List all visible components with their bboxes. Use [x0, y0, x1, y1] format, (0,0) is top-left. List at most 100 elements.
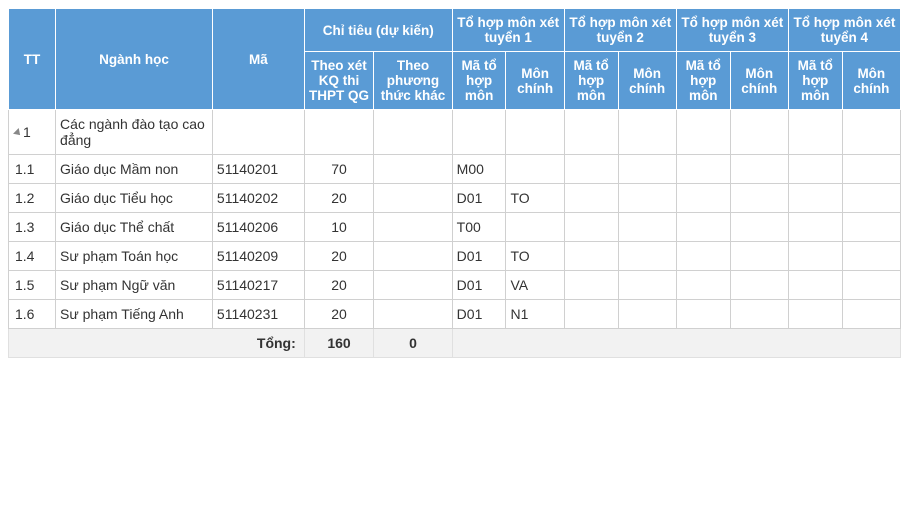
footer-label: Tổng: — [9, 329, 305, 358]
cell-th3-mc — [730, 155, 788, 184]
cell-nganh: Sư phạm Tiếng Anh — [56, 300, 213, 329]
tt-text: 1.4 — [15, 248, 34, 264]
col-th3-ma[interactable]: Mã tổ hợp môn — [676, 52, 730, 110]
cell-ct-pt — [374, 184, 452, 213]
cell-th3-mc — [730, 213, 788, 242]
col-chitieu-group[interactable]: Chỉ tiêu (dự kiến) — [304, 9, 452, 52]
col-th2-mc[interactable]: Môn chính — [618, 52, 676, 110]
cell-ma: 51140209 — [212, 242, 304, 271]
col-th4-group[interactable]: Tổ hợp môn xét tuyển 4 — [788, 9, 900, 52]
cell-th4-mc — [842, 184, 900, 213]
cell-th2-mc — [618, 110, 676, 155]
cell-th1-mc: TO — [506, 242, 564, 271]
footer-ct-kq: 160 — [304, 329, 373, 358]
cell-th4-ma — [788, 271, 842, 300]
cell-ma: 51140202 — [212, 184, 304, 213]
cell-th1-ma: D01 — [452, 300, 506, 329]
cell-ma: 51140231 — [212, 300, 304, 329]
cell-th4-ma — [788, 300, 842, 329]
cell-ct-kq: 70 — [304, 155, 373, 184]
cell-nganh: Giáo dục Tiểu học — [56, 184, 213, 213]
cell-th3-mc — [730, 184, 788, 213]
col-th1-group[interactable]: Tổ hợp môn xét tuyển 1 — [452, 9, 564, 52]
col-ct-kq[interactable]: Theo xét KQ thi THPT QG — [304, 52, 373, 110]
tt-text: 1.1 — [15, 161, 34, 177]
col-th4-mc[interactable]: Môn chính — [842, 52, 900, 110]
col-ct-pt[interactable]: Theo phương thức khác — [374, 52, 452, 110]
col-tt[interactable]: TT — [9, 9, 56, 110]
cell-th3-mc — [730, 300, 788, 329]
col-th2-ma[interactable]: Mã tổ hợp môn — [564, 52, 618, 110]
cell-th2-mc — [618, 242, 676, 271]
cell-ma: 51140217 — [212, 271, 304, 300]
cell-th3-mc — [730, 242, 788, 271]
cell-th4-mc — [842, 300, 900, 329]
cell-tt[interactable]: 1 — [9, 110, 56, 155]
cell-th4-mc — [842, 110, 900, 155]
cell-th4-mc — [842, 213, 900, 242]
col-th3-mc[interactable]: Môn chính — [730, 52, 788, 110]
col-ma[interactable]: Mã — [212, 9, 304, 110]
cell-th1-ma: T00 — [452, 213, 506, 242]
footer-blank — [452, 329, 900, 358]
cell-th3-mc — [730, 110, 788, 155]
cell-ct-pt — [374, 271, 452, 300]
cell-th1-mc: N1 — [506, 300, 564, 329]
tt-text: 1.5 — [15, 277, 34, 293]
cell-tt: 1.2 — [9, 184, 56, 213]
table-row: 1.1Giáo dục Mầm non5114020170M00 — [9, 155, 901, 184]
cell-th1-ma — [452, 110, 506, 155]
cell-th4-ma — [788, 155, 842, 184]
table-footer: Tổng: 160 0 — [9, 329, 901, 358]
tt-text: 1.2 — [15, 190, 34, 206]
footer-ct-pt: 0 — [374, 329, 452, 358]
cell-th3-ma — [676, 110, 730, 155]
admissions-table: TT Ngành học Mã Chỉ tiêu (dự kiến) Tổ hợ… — [8, 8, 901, 358]
col-th1-ma[interactable]: Mã tổ hợp môn — [452, 52, 506, 110]
cell-tt: 1.4 — [9, 242, 56, 271]
table-row: 1.4Sư phạm Toán học5114020920D01TO — [9, 242, 901, 271]
cell-ct-kq: 20 — [304, 271, 373, 300]
cell-ma — [212, 110, 304, 155]
cell-tt: 1.3 — [9, 213, 56, 242]
cell-th1-ma: D01 — [452, 242, 506, 271]
cell-th2-ma — [564, 155, 618, 184]
cell-ct-kq — [304, 110, 373, 155]
col-nganh[interactable]: Ngành học — [56, 9, 213, 110]
table-row: 1.3Giáo dục Thể chất5114020610T00 — [9, 213, 901, 242]
table-header: TT Ngành học Mã Chỉ tiêu (dự kiến) Tổ hợ… — [9, 9, 901, 110]
cell-th2-ma — [564, 271, 618, 300]
table-row: 1.5Sư phạm Ngữ văn5114021720D01VA — [9, 271, 901, 300]
table-body: 1Các ngành đào tạo cao đẳng1.1Giáo dục M… — [9, 110, 901, 329]
col-th2-group[interactable]: Tổ hợp môn xét tuyển 2 — [564, 9, 676, 52]
cell-nganh: Sư phạm Toán học — [56, 242, 213, 271]
cell-th1-mc — [506, 213, 564, 242]
cell-tt: 1.1 — [9, 155, 56, 184]
col-th3-group[interactable]: Tổ hợp môn xét tuyển 3 — [676, 9, 788, 52]
cell-nganh: Giáo dục Thể chất — [56, 213, 213, 242]
cell-ma: 51140201 — [212, 155, 304, 184]
col-th4-ma[interactable]: Mã tổ hợp môn — [788, 52, 842, 110]
cell-ct-pt — [374, 110, 452, 155]
cell-th3-ma — [676, 184, 730, 213]
cell-th4-ma — [788, 213, 842, 242]
cell-th1-ma: D01 — [452, 271, 506, 300]
col-th1-mc[interactable]: Môn chính — [506, 52, 564, 110]
cell-th3-mc — [730, 271, 788, 300]
cell-nganh: Các ngành đào tạo cao đẳng — [56, 110, 213, 155]
cell-th3-ma — [676, 155, 730, 184]
cell-ct-pt — [374, 300, 452, 329]
cell-th1-ma: M00 — [452, 155, 506, 184]
cell-th4-ma — [788, 242, 842, 271]
tt-text: 1.3 — [15, 219, 34, 235]
cell-th2-ma — [564, 213, 618, 242]
tt-text: 1 — [23, 124, 31, 140]
cell-th4-mc — [842, 155, 900, 184]
cell-th3-ma — [676, 300, 730, 329]
cell-ma: 51140206 — [212, 213, 304, 242]
expand-icon[interactable] — [13, 128, 23, 138]
cell-th3-ma — [676, 271, 730, 300]
cell-th3-ma — [676, 242, 730, 271]
cell-tt: 1.5 — [9, 271, 56, 300]
cell-ct-pt — [374, 213, 452, 242]
